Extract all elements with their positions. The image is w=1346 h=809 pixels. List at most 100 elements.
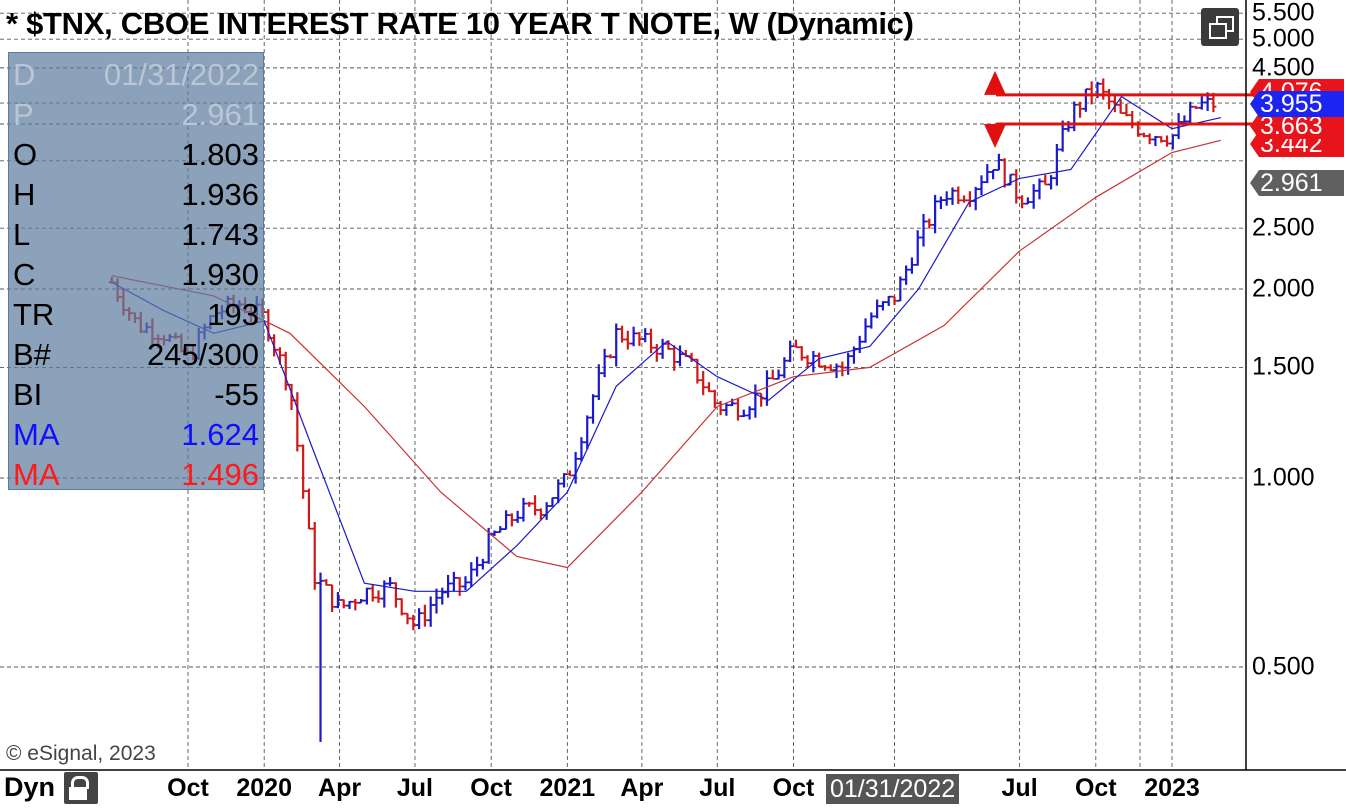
dynamic-mode-label[interactable]: Dyn bbox=[4, 772, 56, 802]
data-window-label: L bbox=[13, 217, 31, 252]
price-bar bbox=[624, 330, 631, 350]
data-window-label: O bbox=[13, 137, 38, 172]
price-bar bbox=[700, 371, 707, 396]
price-bar bbox=[914, 230, 921, 266]
price-bar bbox=[943, 191, 950, 206]
price-bar bbox=[839, 361, 846, 377]
data-window-value: 1.803 bbox=[181, 137, 259, 172]
data-window-panel[interactable]: D 01/31/2022 P 2.961 O 1.803 H 1.936 L 1.743 C 1.93… bbox=[8, 52, 264, 492]
restore-window-icon[interactable] bbox=[1201, 8, 1239, 46]
price-bar bbox=[474, 556, 481, 577]
price-bar bbox=[717, 400, 724, 416]
price-bar bbox=[619, 325, 626, 343]
price-bar bbox=[468, 562, 475, 588]
price-tag-label: 3.663 bbox=[1250, 113, 1344, 139]
data-window-label: H bbox=[13, 177, 36, 212]
price-bar bbox=[775, 369, 782, 380]
price-bar bbox=[514, 510, 521, 523]
price-bar bbox=[526, 501, 533, 507]
price-bar bbox=[503, 510, 510, 530]
price-bar bbox=[1117, 99, 1124, 114]
price-axis-tick-label: 2.000 bbox=[1252, 274, 1315, 303]
triangle-up-marker-icon[interactable] bbox=[984, 70, 1006, 95]
data-window-row: MA 1.496 bbox=[9, 455, 263, 495]
data-window-label: D bbox=[13, 57, 36, 92]
price-bar bbox=[845, 352, 852, 375]
price-bar bbox=[740, 409, 747, 418]
price-bar bbox=[590, 394, 597, 424]
data-window-label: TR bbox=[13, 297, 55, 332]
time-axis-tick-label: Jul bbox=[396, 774, 433, 802]
price-bar bbox=[1187, 101, 1194, 124]
price-axis-tick-label: 2.500 bbox=[1252, 213, 1315, 242]
price-bar bbox=[850, 346, 857, 364]
price-bar bbox=[410, 614, 417, 631]
price-bar bbox=[920, 213, 927, 247]
price-bar bbox=[329, 584, 336, 613]
time-axis-tick-label: Apr bbox=[620, 774, 664, 802]
price-bar bbox=[520, 497, 527, 522]
price-bar bbox=[752, 384, 759, 418]
price-bar bbox=[1158, 136, 1165, 143]
price-bar bbox=[1181, 115, 1188, 124]
price-bar bbox=[1071, 101, 1078, 132]
data-window-row: C 1.930 bbox=[9, 255, 263, 295]
price-bar bbox=[769, 369, 776, 380]
chart-title: * $TNX, CBOE INTEREST RATE 10 YEAR T NOT… bbox=[6, 6, 914, 41]
price-bar bbox=[566, 470, 573, 477]
price-bar bbox=[897, 276, 904, 302]
price-axis-tick-label: 5.000 bbox=[1252, 24, 1315, 53]
price-bar bbox=[1059, 120, 1066, 152]
price-bar bbox=[578, 437, 585, 462]
price-bar bbox=[549, 497, 556, 507]
data-window-value: 193 bbox=[207, 297, 259, 332]
price-bar bbox=[636, 332, 643, 346]
price-bar bbox=[497, 526, 504, 534]
price-bar bbox=[456, 577, 463, 596]
price-bar bbox=[816, 352, 823, 368]
price-bar bbox=[1193, 105, 1200, 110]
price-bar bbox=[595, 364, 602, 400]
price-bar bbox=[375, 590, 382, 603]
data-window-label: C bbox=[13, 257, 36, 292]
price-tag-label: 3.955 bbox=[1250, 91, 1344, 117]
price-bar bbox=[874, 299, 881, 319]
time-axis-tick-label: Jul bbox=[699, 774, 736, 802]
price-bar bbox=[984, 164, 991, 184]
triangle-down-marker-icon[interactable] bbox=[984, 123, 1006, 148]
price-bar bbox=[369, 584, 376, 602]
price-bar bbox=[392, 582, 399, 608]
price-bar bbox=[1036, 178, 1043, 200]
price-bar bbox=[334, 592, 341, 609]
price-bar bbox=[1024, 197, 1031, 205]
price-bar bbox=[1198, 96, 1205, 110]
price-bar bbox=[607, 354, 614, 359]
price-bar bbox=[1077, 101, 1084, 118]
data-window-row: MA 1.624 bbox=[9, 415, 263, 455]
price-bar bbox=[398, 598, 405, 616]
data-window-label: MA bbox=[13, 457, 60, 492]
lock-icon[interactable] bbox=[64, 772, 98, 804]
time-axis-tick-label: 2023 bbox=[1144, 774, 1200, 802]
price-bar bbox=[955, 186, 962, 204]
price-axis-tick-label: 1.500 bbox=[1252, 352, 1315, 381]
price-bar bbox=[508, 513, 515, 527]
price-bar bbox=[949, 187, 956, 205]
price-bar bbox=[352, 598, 359, 611]
price-bar bbox=[1169, 134, 1176, 150]
price-bar bbox=[642, 328, 649, 343]
price-bar bbox=[746, 406, 753, 420]
price-bar bbox=[862, 318, 869, 343]
price-bar bbox=[926, 218, 933, 229]
price-bar bbox=[584, 415, 591, 450]
price-bar bbox=[555, 479, 562, 504]
price-bar bbox=[821, 365, 828, 371]
price-bar bbox=[1164, 135, 1171, 147]
data-window-value: 1.496 bbox=[181, 457, 259, 492]
price-bar bbox=[665, 340, 672, 350]
price-bar bbox=[995, 153, 1002, 171]
price-bar bbox=[827, 364, 834, 372]
price-bar bbox=[323, 579, 330, 586]
price-bar bbox=[804, 355, 811, 368]
price-bar bbox=[300, 444, 307, 499]
